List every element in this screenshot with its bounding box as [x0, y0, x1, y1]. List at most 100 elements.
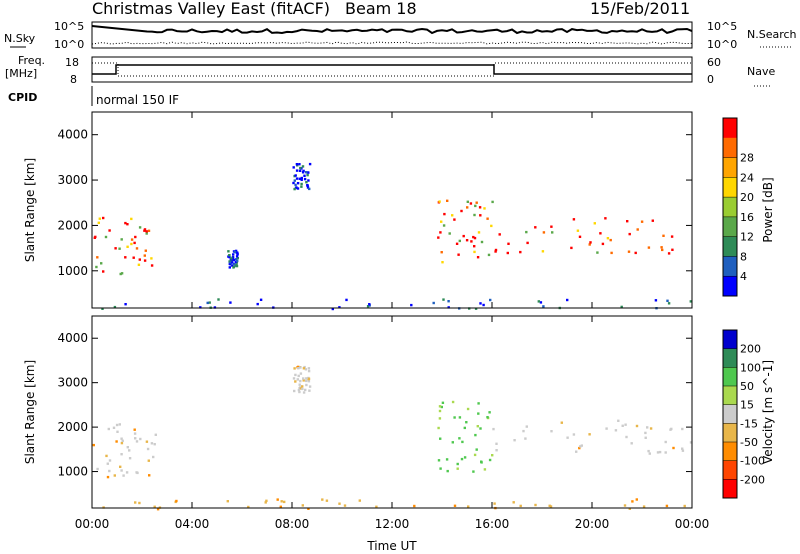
- heatmap-cell: [474, 433, 477, 437]
- heatmap-cell: [305, 379, 308, 383]
- heatmap-cell: [495, 449, 498, 452]
- heatmap-cell: [624, 423, 627, 426]
- nave-label: Nave: [747, 65, 775, 78]
- colorbar-swatch: [723, 442, 737, 462]
- heatmap-cell: [437, 236, 440, 239]
- heatmap-cell: [96, 256, 99, 259]
- heatmap-cell: [438, 417, 442, 420]
- heatmap-cell: [473, 213, 476, 217]
- heatmap-cell: [297, 388, 301, 392]
- heatmap-cell: [112, 426, 116, 429]
- heatmap-cell: [670, 235, 674, 238]
- heatmap-cell: [143, 229, 146, 232]
- heatmap-cell: [120, 238, 123, 241]
- heatmap-cell: [660, 246, 663, 249]
- heatmap-cell: [130, 238, 134, 241]
- heatmap-cell: [114, 247, 117, 250]
- heatmap-cell: [145, 232, 148, 235]
- heatmap-cell: [605, 427, 608, 430]
- heatmap-cell: [442, 224, 446, 227]
- nsky-series-line: [91, 25, 693, 35]
- heatmap-cell: [542, 305, 545, 308]
- colorbar-swatch: [723, 423, 737, 443]
- heatmap-cell: [121, 439, 124, 442]
- colorbar-swatch: [723, 216, 737, 238]
- heatmap-cell: [307, 367, 311, 370]
- x-tick-label: 08:00: [275, 517, 310, 531]
- heatmap-cell: [94, 235, 97, 239]
- freq-unit: [MHz]: [5, 67, 37, 80]
- heatmap-cell: [525, 230, 528, 234]
- heatmap-cell: [106, 475, 110, 479]
- heatmap-cell: [473, 250, 476, 254]
- heatmap-cell: [296, 187, 300, 190]
- heatmap-cell: [642, 505, 646, 508]
- heatmap-cell: [295, 177, 299, 180]
- heatmap-cell: [299, 166, 302, 170]
- heatmap-cell: [307, 369, 311, 373]
- heatmap-cell: [476, 425, 479, 428]
- heatmap-cell: [230, 257, 233, 260]
- heatmap-cell: [343, 504, 347, 507]
- heatmap-cell: [448, 232, 451, 235]
- heatmap-cell: [440, 220, 443, 223]
- heatmap-cell: [122, 474, 125, 477]
- heatmap-cell: [522, 429, 525, 433]
- heatmap-cell: [102, 270, 105, 273]
- heatmap-cell: [439, 437, 442, 440]
- heatmap-cell: [512, 501, 515, 504]
- heatmap-cell: [236, 251, 239, 254]
- freq-tick-low: 8: [70, 73, 77, 86]
- heatmap-cell: [628, 232, 631, 236]
- heatmap-cell: [438, 405, 442, 408]
- heatmap-cell: [305, 181, 308, 184]
- heatmap-cell: [302, 391, 306, 394]
- x-tick-label: 00:00: [75, 517, 110, 531]
- velocity-panel-frame: [91, 315, 693, 509]
- x-tick-label: 20:00: [575, 517, 610, 531]
- power-colorbar: 4 8 12 16 20 24 28: [722, 117, 754, 297]
- power-heatmap: [93, 162, 692, 311]
- nsky-tick-low: 10^0: [54, 38, 84, 51]
- heatmap-cell: [235, 258, 238, 261]
- nsearch-tick-high: 10^5: [707, 20, 737, 33]
- heatmap-cell: [124, 221, 127, 225]
- heatmap-cell: [534, 226, 537, 229]
- heatmap-cell: [132, 256, 135, 259]
- heatmap-cell: [453, 504, 457, 507]
- heatmap-cell: [295, 169, 299, 172]
- heatmap-cell: [458, 239, 461, 243]
- heatmap-cell: [460, 457, 464, 461]
- colorbar-tick-label: -200: [740, 473, 765, 486]
- heatmap-cell: [229, 301, 232, 304]
- heatmap-cell: [480, 240, 484, 244]
- heatmap-cell: [664, 451, 667, 454]
- heatmap-cell: [147, 229, 151, 232]
- heatmap-cell: [560, 421, 563, 424]
- heatmap-cell: [589, 241, 592, 244]
- time-axis-label: Time UT: [366, 539, 417, 553]
- velocity-yticks: 1000 2000 3000 4000: [57, 331, 692, 479]
- heatmap-cell: [453, 218, 456, 221]
- colorbar-swatch: [723, 137, 737, 159]
- heatmap-cell: [130, 242, 133, 246]
- heatmap-cell: [625, 435, 628, 439]
- heatmap-cell: [491, 200, 494, 204]
- heatmap-cell: [208, 301, 211, 304]
- heatmap-cell: [150, 257, 153, 260]
- heatmap-cell: [656, 451, 660, 454]
- beam-label: Beam 18: [345, 0, 417, 18]
- heatmap-cell: [681, 427, 684, 431]
- heatmap-cell: [108, 229, 111, 232]
- heatmap-cell: [259, 298, 263, 301]
- heatmap-cell: [345, 298, 348, 302]
- colorbar-tick-label: 100: [740, 361, 761, 374]
- heatmap-cell: [479, 302, 482, 305]
- heatmap-cell: [301, 387, 304, 391]
- heatmap-cell: [457, 253, 460, 256]
- heatmap-cell: [683, 504, 686, 508]
- heatmap-cell: [494, 250, 497, 253]
- heatmap-cell: [331, 307, 334, 311]
- heatmap-cell: [483, 207, 486, 210]
- heatmap-cell: [119, 465, 122, 468]
